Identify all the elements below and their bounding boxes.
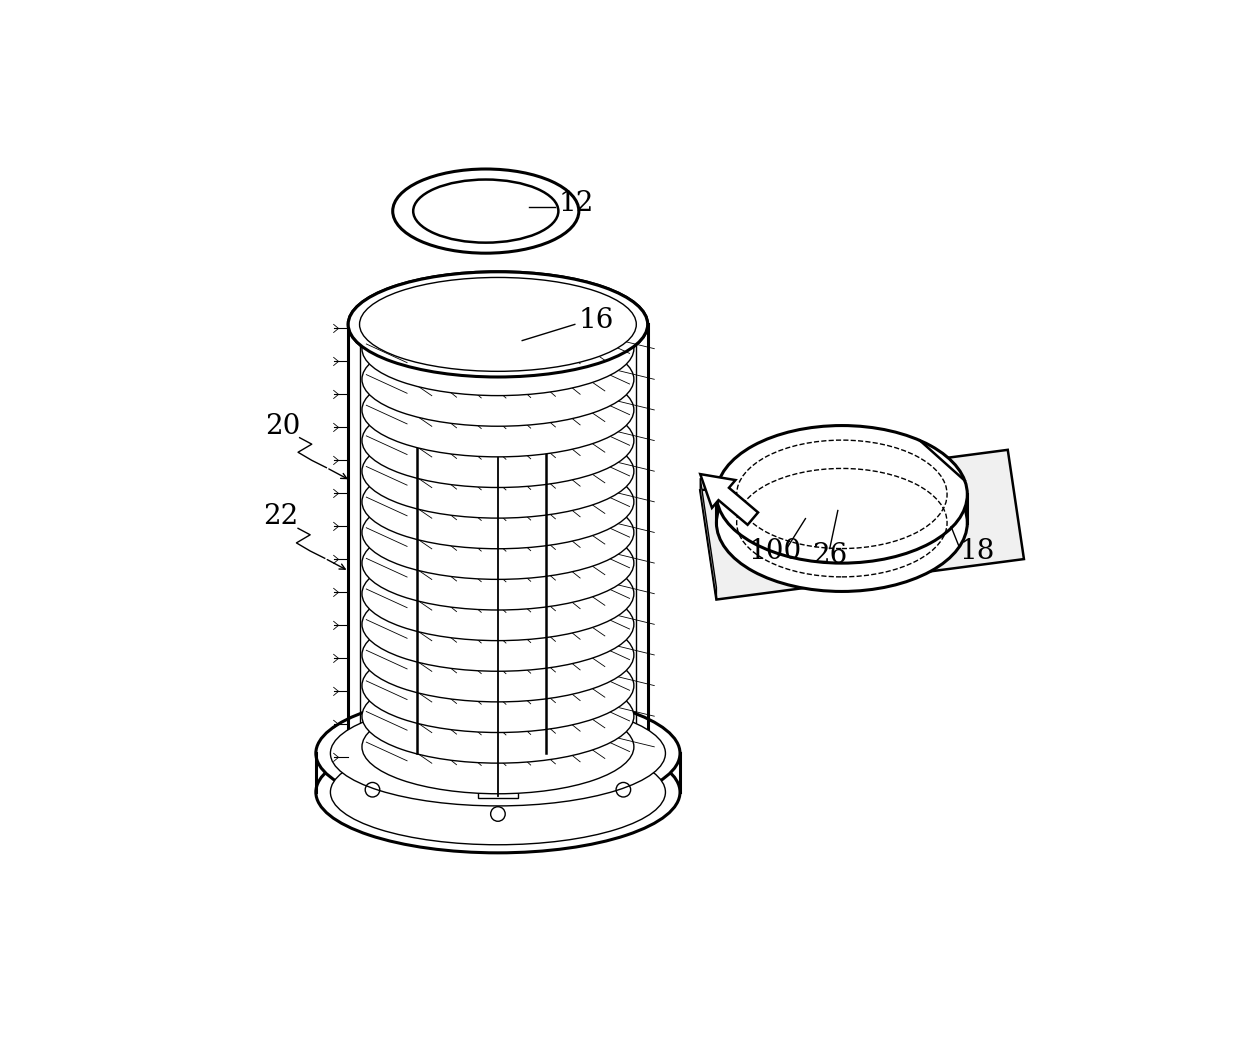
Ellipse shape (362, 609, 634, 702)
Text: 26: 26 (812, 542, 847, 570)
Ellipse shape (393, 169, 579, 253)
Ellipse shape (717, 454, 967, 592)
Polygon shape (419, 298, 560, 343)
Ellipse shape (316, 693, 680, 813)
Ellipse shape (362, 516, 634, 610)
Ellipse shape (362, 455, 634, 549)
Text: 18: 18 (960, 538, 994, 565)
Ellipse shape (362, 486, 634, 579)
Text: 16: 16 (579, 308, 614, 334)
Text: 12: 12 (558, 190, 594, 218)
Ellipse shape (362, 577, 634, 672)
Text: 22: 22 (263, 503, 299, 531)
Ellipse shape (316, 731, 680, 852)
Ellipse shape (362, 363, 634, 457)
Ellipse shape (348, 272, 647, 377)
Ellipse shape (360, 277, 636, 371)
Ellipse shape (362, 425, 634, 518)
Ellipse shape (362, 547, 634, 641)
Ellipse shape (717, 426, 967, 563)
Ellipse shape (362, 639, 634, 733)
Ellipse shape (360, 277, 636, 371)
FancyArrow shape (701, 474, 758, 524)
Polygon shape (425, 309, 570, 341)
Ellipse shape (330, 701, 666, 806)
Polygon shape (477, 786, 518, 798)
Polygon shape (701, 478, 717, 599)
Ellipse shape (413, 180, 558, 243)
Ellipse shape (362, 700, 634, 794)
Text: 20: 20 (265, 413, 300, 439)
Text: 100: 100 (749, 538, 802, 565)
Ellipse shape (362, 332, 634, 427)
Polygon shape (701, 450, 1024, 599)
Ellipse shape (362, 394, 634, 488)
Polygon shape (412, 288, 552, 345)
Ellipse shape (362, 302, 634, 395)
Ellipse shape (362, 669, 634, 763)
Ellipse shape (348, 272, 647, 377)
Ellipse shape (330, 740, 666, 845)
